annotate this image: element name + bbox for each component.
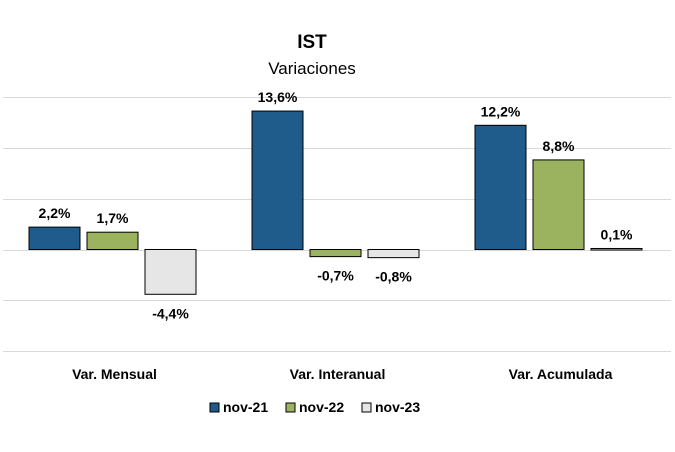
bar-nov-21-0 — [28, 226, 81, 251]
bars — [28, 110, 643, 295]
legend-label: nov-21 — [223, 399, 268, 415]
data-label: 2,2% — [39, 205, 71, 221]
data-label: -4,4% — [152, 305, 189, 321]
bar-nov-22-1 — [309, 249, 362, 258]
data-labels: 2,2% 1,7% -4,4% 13,6% -0,7% -0,8% 12,2% 8,8% 0,1… — [39, 89, 633, 321]
chart-title: IST — [297, 32, 327, 53]
data-label: 13,6% — [258, 89, 298, 105]
data-label: 0,1% — [601, 226, 633, 242]
data-label: 1,7% — [97, 210, 129, 226]
legend-item-nov-23: nov-23 — [361, 399, 420, 415]
legend-swatch — [361, 402, 372, 413]
data-label: 12,2% — [481, 103, 521, 119]
bar-nov-23-0 — [144, 249, 197, 295]
legend: nov-21 nov-22 nov-23 — [209, 399, 420, 415]
data-label: -0,8% — [375, 269, 412, 285]
category-label: Var. Mensual — [72, 366, 157, 382]
data-label: -0,7% — [317, 268, 354, 284]
legend-label: nov-23 — [375, 399, 420, 415]
bar-nov-22-0 — [86, 231, 139, 250]
legend-item-nov-22: nov-22 — [285, 399, 344, 415]
bar-nov-21-1 — [251, 110, 304, 250]
data-label: 8,8% — [543, 138, 575, 154]
bar-nov-23-1 — [367, 249, 420, 259]
legend-swatch — [209, 402, 220, 413]
bar-nov-23-2 — [590, 247, 643, 251]
category-label: Var. Interanual — [290, 366, 386, 382]
chart-subtitle: Variaciones — [268, 59, 356, 78]
category-labels: Var. Mensual Var. Interanual Var. Acumulad… — [72, 366, 613, 382]
legend-label: nov-22 — [299, 399, 344, 415]
bar-nov-21-2 — [474, 124, 527, 250]
legend-item-nov-21: nov-21 — [209, 399, 268, 415]
category-label: Var. Acumulada — [509, 366, 613, 382]
legend-swatch — [285, 402, 296, 413]
bar-nov-22-2 — [532, 159, 585, 250]
